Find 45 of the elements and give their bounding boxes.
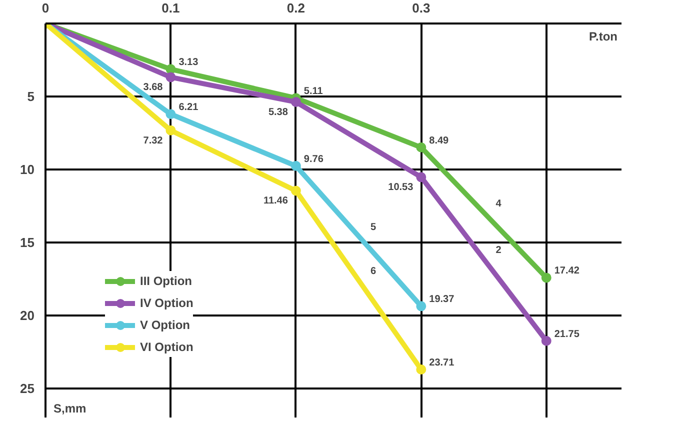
data-label: 6.21 <box>178 102 199 114</box>
x-tick-label: 0.1 <box>162 0 180 16</box>
x-axis-title: P.ton <box>589 30 618 44</box>
point <box>541 336 552 346</box>
legend-label: V Option <box>140 318 190 332</box>
point <box>290 97 301 107</box>
data-label: 7.32 <box>143 135 164 146</box>
point <box>166 72 176 82</box>
annotation: 6 <box>370 266 377 278</box>
data-label: 11.46 <box>263 196 288 207</box>
legend-label: III Option <box>140 274 192 288</box>
y-tick-label: 20 <box>20 308 35 323</box>
point <box>290 186 301 196</box>
point <box>290 160 301 171</box>
x-tick-label: 0.2 <box>286 0 305 16</box>
y-tick-label: 10 <box>20 162 35 177</box>
point <box>416 142 426 152</box>
annotation: 5 <box>370 222 377 234</box>
annotation: 4 <box>496 198 502 210</box>
data-label: 23.71 <box>429 357 455 368</box>
x-tick-label: 0 <box>42 0 50 16</box>
x-tick-label: 0.3 <box>412 0 430 16</box>
y-tick-label: 25 <box>20 380 35 396</box>
point <box>416 364 426 374</box>
data-label: 8.49 <box>429 135 450 146</box>
point <box>416 172 426 182</box>
annotation: 2 <box>496 245 502 256</box>
data-label: 17.42 <box>554 266 580 277</box>
y-tick-label: 15 <box>20 234 35 250</box>
data-label: 5.11 <box>304 86 324 98</box>
data-label: 21.75 <box>554 328 580 340</box>
legend-label: VI Option <box>140 340 194 354</box>
data-label: 10.53 <box>388 182 414 194</box>
data-label: 9.76 <box>304 154 324 165</box>
y-axis-title: S,mm <box>54 402 86 416</box>
data-label: 19.37 <box>429 294 455 306</box>
point <box>166 125 176 136</box>
y-tick-label: 5 <box>27 88 35 104</box>
data-label: 3.13 <box>178 57 199 68</box>
data-label: 3.68 <box>143 82 164 94</box>
data-label: 5.38 <box>268 107 288 118</box>
legend-label: IV Option <box>140 296 194 310</box>
point <box>541 272 552 283</box>
point <box>166 109 176 120</box>
point <box>416 301 426 312</box>
